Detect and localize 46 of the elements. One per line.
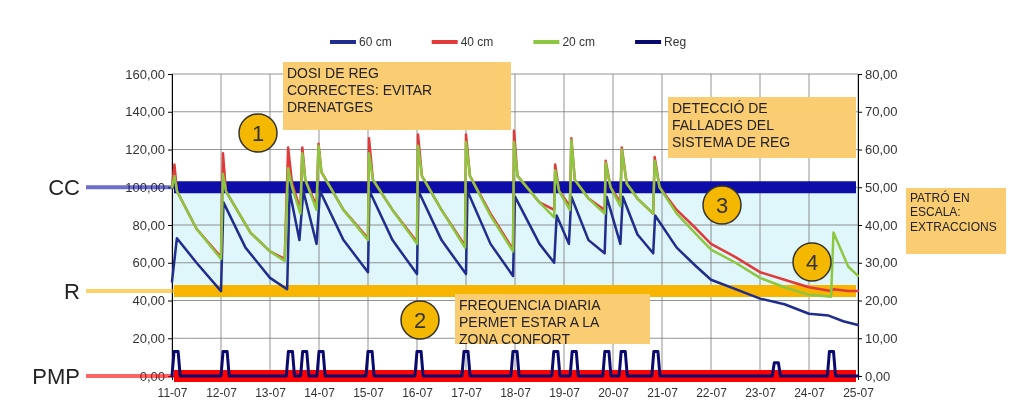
annotation: 4 <box>805 250 819 275</box>
y2-tick-label: 20,00 <box>865 293 898 309</box>
y-tick-label: 160,00 <box>125 66 165 82</box>
y-tick-label: 80,00 <box>132 217 165 233</box>
x-tick-label: 13-07 <box>255 386 287 401</box>
ref-line-label: PMP <box>32 364 80 389</box>
y2-tick-label: 0,00 <box>865 368 891 384</box>
y2-tick-label: 80,00 <box>865 66 898 82</box>
x-tick-label: 22-07 <box>696 386 728 401</box>
annotation: 1 <box>251 121 265 146</box>
annotation: DOSI DE REG CORRECTES: EVITAR DRENATGES <box>287 65 433 115</box>
x-tick-label: 20-07 <box>598 386 630 401</box>
annotation: DETECCIÓ DE FALLADES DEL SISTEMA DE REG <box>672 100 791 150</box>
y-tick-label: 120,00 <box>125 142 165 158</box>
y2-tick-label: 40,00 <box>865 217 898 233</box>
y-tick-label: 140,00 <box>125 104 165 120</box>
y2-tick-label: 60,00 <box>865 142 898 158</box>
annotation: FREQUENCIA DIARIA PERMET ESTAR A LA ZONA CONFORT <box>459 297 602 347</box>
y-tick-label: 20,00 <box>132 330 165 346</box>
x-tick-label: 16-07 <box>402 386 434 401</box>
annotation: 3 <box>715 193 729 218</box>
y2-tick-label: 10,00 <box>865 330 898 346</box>
x-tick-label: 15-07 <box>353 386 385 401</box>
y-tick-label: 40,00 <box>132 293 165 309</box>
y-tick-label: 60,00 <box>132 255 165 271</box>
x-tick-label: 23-07 <box>745 386 777 401</box>
x-tick-label: 18-07 <box>500 386 532 401</box>
x-tick-label: 14-07 <box>304 386 336 401</box>
text: PATRÓ EN ESCALA: EXTRACCIONS <box>910 190 997 234</box>
x-tick-label: 25-07 <box>843 386 875 401</box>
legend-label: 60 cm <box>359 35 392 49</box>
y2-tick-label: 30,00 <box>865 255 898 271</box>
x-tick-label: 12-07 <box>206 386 238 401</box>
y2-tick-label: 70,00 <box>865 104 898 120</box>
x-tick-label: 17-07 <box>451 386 483 401</box>
legend-label: 20 cm <box>562 35 596 49</box>
x-tick-label: 21-07 <box>647 386 679 401</box>
legend-label: 40 cm <box>460 35 494 49</box>
legend-label: Reg <box>664 35 687 49</box>
y2-tick-label: 50,00 <box>865 179 898 195</box>
ref-line-label: CC <box>48 175 81 201</box>
x-tick-label: 11-07 <box>157 386 188 401</box>
x-tick-label: 24-07 <box>794 386 826 401</box>
ref-line-label: R <box>64 279 80 305</box>
x-tick-label: 19-07 <box>549 386 581 401</box>
annotation: 2 <box>413 308 427 333</box>
